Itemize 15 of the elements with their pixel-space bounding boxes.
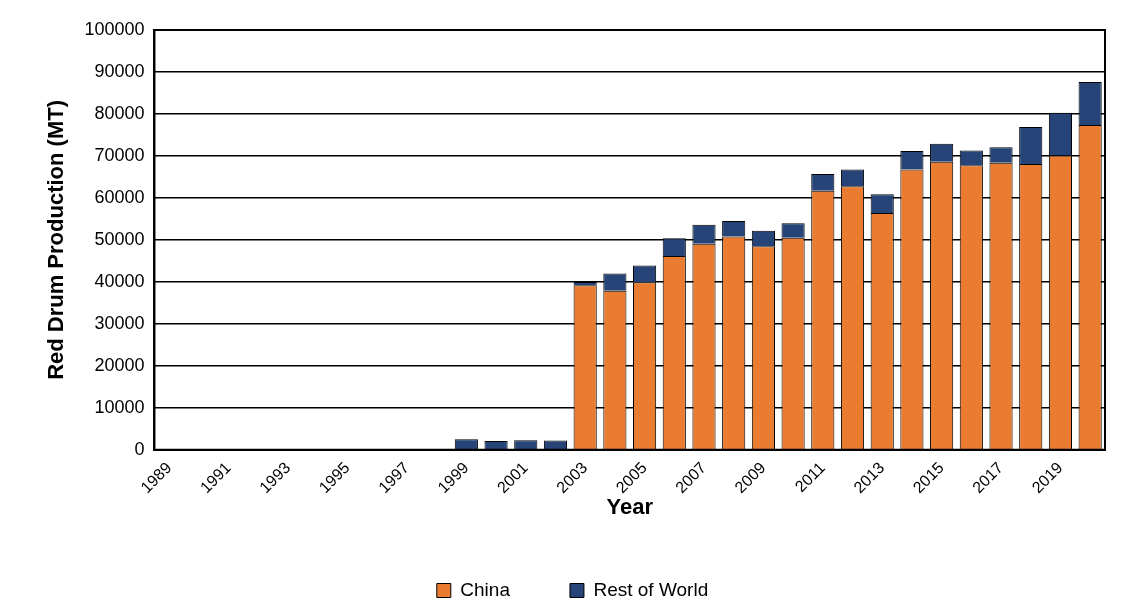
legend-label: Rest of World — [593, 578, 709, 600]
y-axis-title: Red Drum Production (MT) — [43, 99, 69, 380]
y-tick-label: 10000 — [94, 396, 145, 417]
y-tick-label: 100000 — [84, 18, 145, 39]
y-tick-label: 80000 — [94, 102, 145, 123]
legend-label: China — [460, 578, 511, 600]
y-tick-label: 60000 — [94, 186, 145, 207]
x-axis-title: Year — [606, 493, 654, 519]
y-tick-label: 40000 — [94, 270, 145, 291]
y-tick-label: 0 — [134, 438, 145, 459]
y-tick-label: 70000 — [94, 144, 145, 165]
y-tick-label: 20000 — [94, 354, 145, 375]
y-tick-label: 50000 — [94, 228, 145, 249]
y-tick-label: 90000 — [94, 60, 145, 81]
y-tick-label: 30000 — [94, 312, 145, 333]
